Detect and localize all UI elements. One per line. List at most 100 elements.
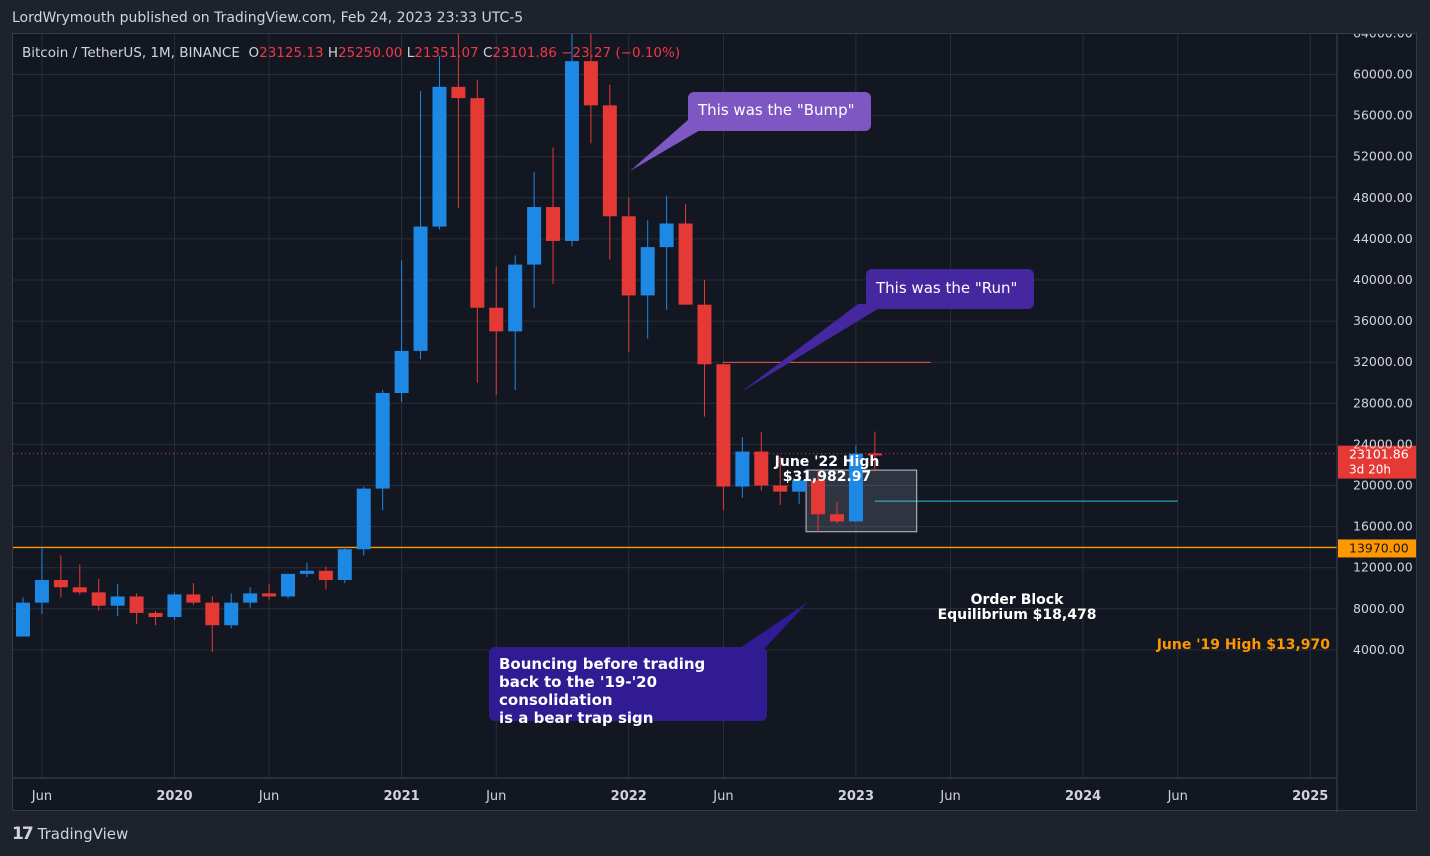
candle-body — [167, 594, 182, 618]
candle-body — [299, 570, 314, 574]
candle-body — [186, 594, 201, 603]
candle-body — [773, 485, 788, 492]
candle-body — [53, 580, 68, 588]
price-chart[interactable]: 23101.86 3d 20h 13970.00 4000.00 8000.00 120… — [13, 34, 1418, 812]
candle-body — [621, 216, 636, 296]
y-tick-label: 60000.00 — [1353, 67, 1413, 82]
candle-body — [34, 580, 49, 603]
candle-body — [659, 223, 674, 248]
open-label: O — [248, 45, 260, 61]
candle-body — [489, 307, 504, 332]
bounce-callout: Bouncing before trading back to the '19-… — [489, 647, 767, 727]
low-value: 21351.07 — [414, 45, 479, 61]
tradingview-footer[interactable]: 17 TradingView — [12, 824, 128, 844]
y-tick-label: 52000.00 — [1353, 149, 1413, 164]
june22-title: June '22 High — [774, 454, 880, 470]
high-label: H — [327, 45, 338, 61]
y-tick-label: 64000.00 — [1353, 34, 1413, 40]
candle-body — [91, 592, 106, 606]
x-tick-label: 2020 — [156, 789, 192, 804]
candle-body — [792, 480, 807, 492]
last-price-badge — [1338, 445, 1416, 479]
change-value: −23.27 (−0.10%) — [561, 45, 681, 61]
tradingview-logo-icon: 17 — [12, 824, 34, 844]
level-price-badge — [1338, 539, 1416, 558]
candle-body — [811, 480, 826, 515]
candle-body — [413, 226, 428, 351]
candle-body — [867, 453, 882, 456]
level-price-value: 13970.00 — [1349, 540, 1409, 555]
bump-callout: This was the "Bump" — [688, 92, 871, 131]
june19-high-label: June '19 High $13,970 — [1156, 637, 1330, 653]
open-value: 23125.13 — [259, 45, 324, 61]
x-tick-label: Jun — [485, 789, 506, 804]
candle-body — [337, 549, 352, 581]
x-tick-label: 2022 — [611, 789, 647, 804]
bounce-line-1: Bouncing before trading — [499, 655, 706, 673]
y-tick-label: 8000.00 — [1353, 601, 1405, 616]
candle-body — [527, 207, 542, 265]
level-lines — [13, 361, 1337, 549]
candle-body — [583, 61, 598, 106]
candle-body — [129, 596, 144, 613]
y-tick-label: 4000.00 — [1353, 642, 1405, 657]
candle-body — [16, 602, 30, 637]
axes: 4000.00 8000.00 12000.00 16000.00 20000.00 24… — [13, 34, 1413, 812]
x-tick-label: Jun — [258, 789, 279, 804]
y-tick-label: 44000.00 — [1353, 231, 1413, 246]
run-callout-pointer — [741, 304, 886, 392]
y-tick-label: 12000.00 — [1353, 560, 1413, 575]
candle-body — [375, 393, 390, 489]
run-callout: This was the "Run" — [866, 269, 1034, 309]
bounce-line-3: is a bear trap sign — [499, 709, 654, 727]
symbol-name: Bitcoin / TetherUS, 1M, BINANCE — [22, 45, 240, 61]
candle-body — [470, 98, 485, 308]
x-tick-label: Jun — [939, 789, 960, 804]
candle-body — [829, 514, 844, 522]
order-block-value: Equilibrium $18,478 — [937, 607, 1097, 623]
candle-body — [356, 488, 371, 550]
candle-body — [72, 587, 87, 593]
bump-callout-pointer — [630, 119, 719, 171]
candle-body — [394, 350, 409, 394]
candle-body — [564, 61, 579, 241]
candle-body — [697, 304, 712, 365]
candle-body — [318, 570, 333, 581]
x-tick-label: Jun — [1167, 789, 1188, 804]
candle-body — [262, 593, 277, 597]
candle-body — [243, 593, 258, 603]
candle-body — [640, 247, 655, 296]
candle-body — [716, 364, 731, 487]
close-label: C — [482, 45, 493, 61]
candle-body — [281, 573, 296, 597]
bounce-callout-pointer — [740, 602, 808, 648]
bounce-line-2: back to the '19-'20 consolidation — [499, 673, 658, 709]
candle-body — [678, 223, 693, 305]
order-block-label: Order Block Equilibrium $18,478 — [927, 593, 1107, 623]
y-tick-label: 48000.00 — [1353, 190, 1413, 205]
countdown-value: 3d 20h — [1349, 463, 1391, 477]
candle-body — [602, 105, 617, 217]
y-tick-label: 16000.00 — [1353, 519, 1413, 534]
candle-body — [735, 451, 750, 487]
symbol-legend: Bitcoin / TetherUS, 1M, BINANCE O23125.1… — [22, 45, 680, 61]
y-tick-label: 36000.00 — [1353, 313, 1413, 328]
order-block-title: Order Block — [970, 592, 1064, 608]
candles — [16, 34, 882, 652]
candle-body — [110, 596, 125, 606]
x-tick-label: 2025 — [1292, 789, 1328, 804]
x-tick-label: Jun — [31, 789, 52, 804]
y-tick-label: 40000.00 — [1353, 272, 1413, 287]
candle-body — [508, 264, 523, 332]
candle-body — [432, 86, 447, 227]
june22-value: $31,982.97 — [782, 469, 872, 485]
candle-body — [754, 451, 769, 486]
close-value: 23101.86 — [492, 45, 557, 61]
candle-body — [224, 602, 239, 626]
low-label: L — [406, 45, 415, 61]
grid-lines — [13, 34, 1337, 778]
y-tick-label: 56000.00 — [1353, 108, 1413, 123]
y-tick-label: 28000.00 — [1353, 395, 1413, 410]
candle-body — [848, 453, 863, 522]
